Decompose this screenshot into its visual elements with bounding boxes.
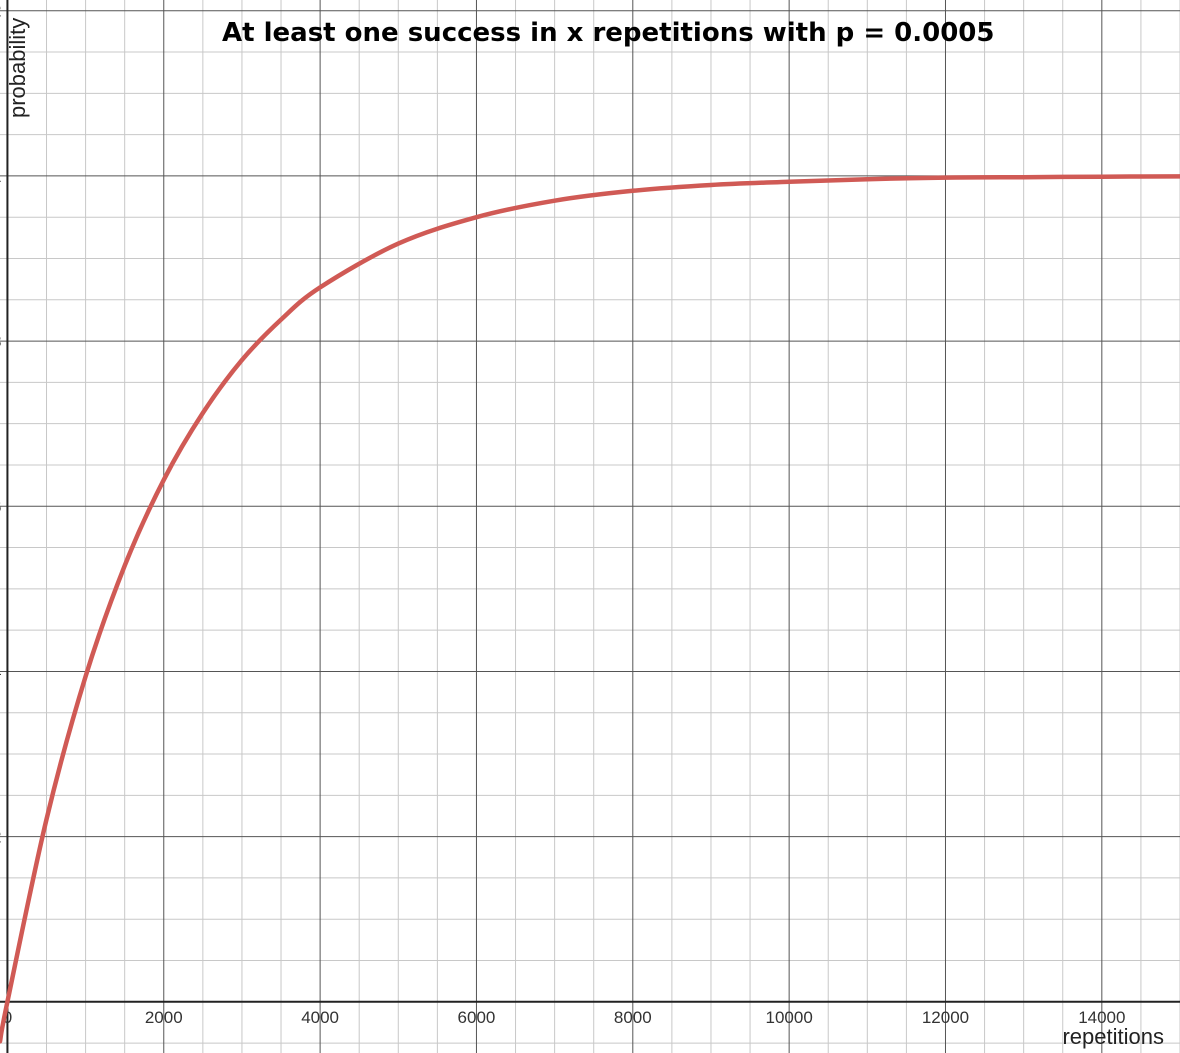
x-tick-label: 2000	[145, 1008, 183, 1027]
chart-title: At least one success in x repetitions wi…	[222, 18, 994, 48]
y-tick-label: 0.4	[0, 662, 1, 681]
y-tick-label: 0.6	[0, 497, 1, 516]
x-axis-label: repetitions	[1062, 1024, 1164, 1049]
x-tick-label: 8000	[614, 1008, 652, 1027]
series-line	[0, 174, 1180, 1044]
x-tick-label: 14000	[1078, 1008, 1125, 1027]
y-tick-label: 0.8	[0, 332, 1, 351]
y-axis-label: probability	[5, 18, 30, 118]
x-tick-label: 10000	[766, 1008, 813, 1027]
x-tick-label: 0	[3, 1008, 12, 1027]
tick-labels: 0 2000 4000 6000 8000 10000 12000 14000 0.2 0.4 0.…	[0, 2, 1125, 1027]
x-tick-label: 4000	[301, 1008, 339, 1027]
y-tick-label: 1.2	[0, 2, 1, 21]
x-tick-label: 12000	[922, 1008, 969, 1027]
x-tick-label: 6000	[458, 1008, 496, 1027]
y-tick-label: 0.2	[0, 828, 1, 847]
y-tick-label: 1	[0, 167, 1, 186]
